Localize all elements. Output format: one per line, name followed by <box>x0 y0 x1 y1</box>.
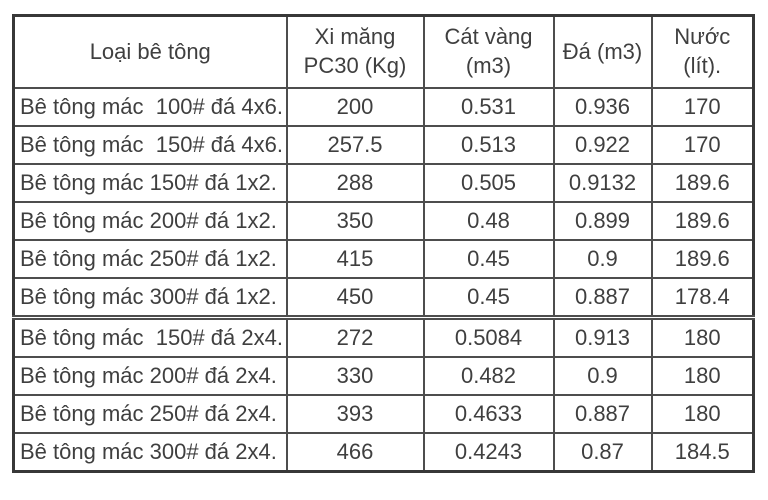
cement-value: 272 <box>285 315 425 358</box>
col-header-water: Nước (lít). <box>650 14 755 89</box>
concrete-type-cell: Bê tông mác 150# đá 1x2. <box>12 163 288 203</box>
table-row: Bê tông mác 250# đá 2x4. 393 0.4633 0.88… <box>12 394 755 434</box>
cement-value: 288 <box>285 163 425 203</box>
stone-value: 0.913 <box>552 315 653 358</box>
table-row: Bê tông mác 150# đá 1x2. 288 0.505 0.913… <box>12 163 755 203</box>
cement-value: 350 <box>285 201 425 241</box>
cement-value: 330 <box>285 356 425 396</box>
cement-value: 415 <box>285 239 425 279</box>
cement-value: 257.5 <box>285 125 425 165</box>
table-row: Bê tông mác 250# đá 1x2. 415 0.45 0.9 18… <box>12 239 755 279</box>
water-value: 189.6 <box>650 239 755 279</box>
water-value: 170 <box>650 87 755 127</box>
col-header-stone: Đá (m3) <box>552 14 653 89</box>
sand-value: 0.531 <box>422 87 555 127</box>
table-row: Bê tông mác 200# đá 2x4. 330 0.482 0.9 1… <box>12 356 755 396</box>
stone-value: 0.887 <box>552 277 653 319</box>
stone-value: 0.9 <box>552 356 653 396</box>
concrete-type-cell: Bê tông mác 150# đá 4x6. <box>12 125 288 165</box>
table-row: Bê tông mác 150# đá 2x4. 272 0.5084 0.91… <box>12 315 755 358</box>
stone-value: 0.9132 <box>552 163 653 203</box>
table-row: Bê tông mác 300# đá 2x4. 466 0.4243 0.87… <box>12 432 755 473</box>
concrete-type-cell: Bê tông mác 250# đá 1x2. <box>12 239 288 279</box>
table-row: Bê tông mác 100# đá 4x6. 200 0.531 0.936… <box>12 87 755 127</box>
cement-value: 466 <box>285 432 425 473</box>
cement-value: 200 <box>285 87 425 127</box>
stone-value: 0.922 <box>552 125 653 165</box>
col-header-cement: Xi măng PC30 (Kg) <box>285 14 425 89</box>
concrete-type-cell: Bê tông mác 100# đá 4x6. <box>12 87 288 127</box>
concrete-type-cell: Bê tông mác 200# đá 1x2. <box>12 201 288 241</box>
sand-value: 0.482 <box>422 356 555 396</box>
water-value: 184.5 <box>650 432 755 473</box>
table-row: Bê tông mác 300# đá 1x2. 450 0.45 0.887 … <box>12 277 755 319</box>
stone-value: 0.9 <box>552 239 653 279</box>
concrete-type-cell: Bê tông mác 300# đá 2x4. <box>12 432 288 473</box>
water-value: 178.4 <box>650 277 755 319</box>
table-header: Loại bê tông Xi măng PC30 (Kg) Cát vàng … <box>12 14 755 89</box>
table-row: Bê tông mác 200# đá 1x2. 350 0.48 0.899 … <box>12 201 755 241</box>
water-value: 170 <box>650 125 755 165</box>
water-value: 180 <box>650 315 755 358</box>
stone-value: 0.87 <box>552 432 653 473</box>
sand-value: 0.4633 <box>422 394 555 434</box>
stone-value: 0.936 <box>552 87 653 127</box>
table-row: Bê tông mác 150# đá 4x6. 257.5 0.513 0.9… <box>12 125 755 165</box>
sand-value: 0.45 <box>422 239 555 279</box>
cement-value: 450 <box>285 277 425 319</box>
water-value: 189.6 <box>650 201 755 241</box>
concrete-type-cell: Bê tông mác 300# đá 1x2. <box>12 277 288 319</box>
concrete-mix-table: Loại bê tông Xi măng PC30 (Kg) Cát vàng … <box>12 14 755 473</box>
concrete-type-cell: Bê tông mác 150# đá 2x4. <box>12 315 288 358</box>
concrete-type-cell: Bê tông mác 200# đá 2x4. <box>12 356 288 396</box>
stone-value: 0.887 <box>552 394 653 434</box>
concrete-type-cell: Bê tông mác 250# đá 2x4. <box>12 394 288 434</box>
water-value: 180 <box>650 356 755 396</box>
water-value: 180 <box>650 394 755 434</box>
stone-value: 0.899 <box>552 201 653 241</box>
col-header-sand: Cát vàng (m3) <box>422 14 555 89</box>
sand-value: 0.45 <box>422 277 555 319</box>
sand-value: 0.513 <box>422 125 555 165</box>
water-value: 189.6 <box>650 163 755 203</box>
table-body: Bê tông mác 100# đá 4x6. 200 0.531 0.936… <box>12 87 755 473</box>
sand-value: 0.4243 <box>422 432 555 473</box>
sand-value: 0.5084 <box>422 315 555 358</box>
header-row: Loại bê tông Xi măng PC30 (Kg) Cát vàng … <box>12 14 755 89</box>
sand-value: 0.505 <box>422 163 555 203</box>
col-header-concrete-type: Loại bê tông <box>12 14 288 89</box>
cement-value: 393 <box>285 394 425 434</box>
sand-value: 0.48 <box>422 201 555 241</box>
